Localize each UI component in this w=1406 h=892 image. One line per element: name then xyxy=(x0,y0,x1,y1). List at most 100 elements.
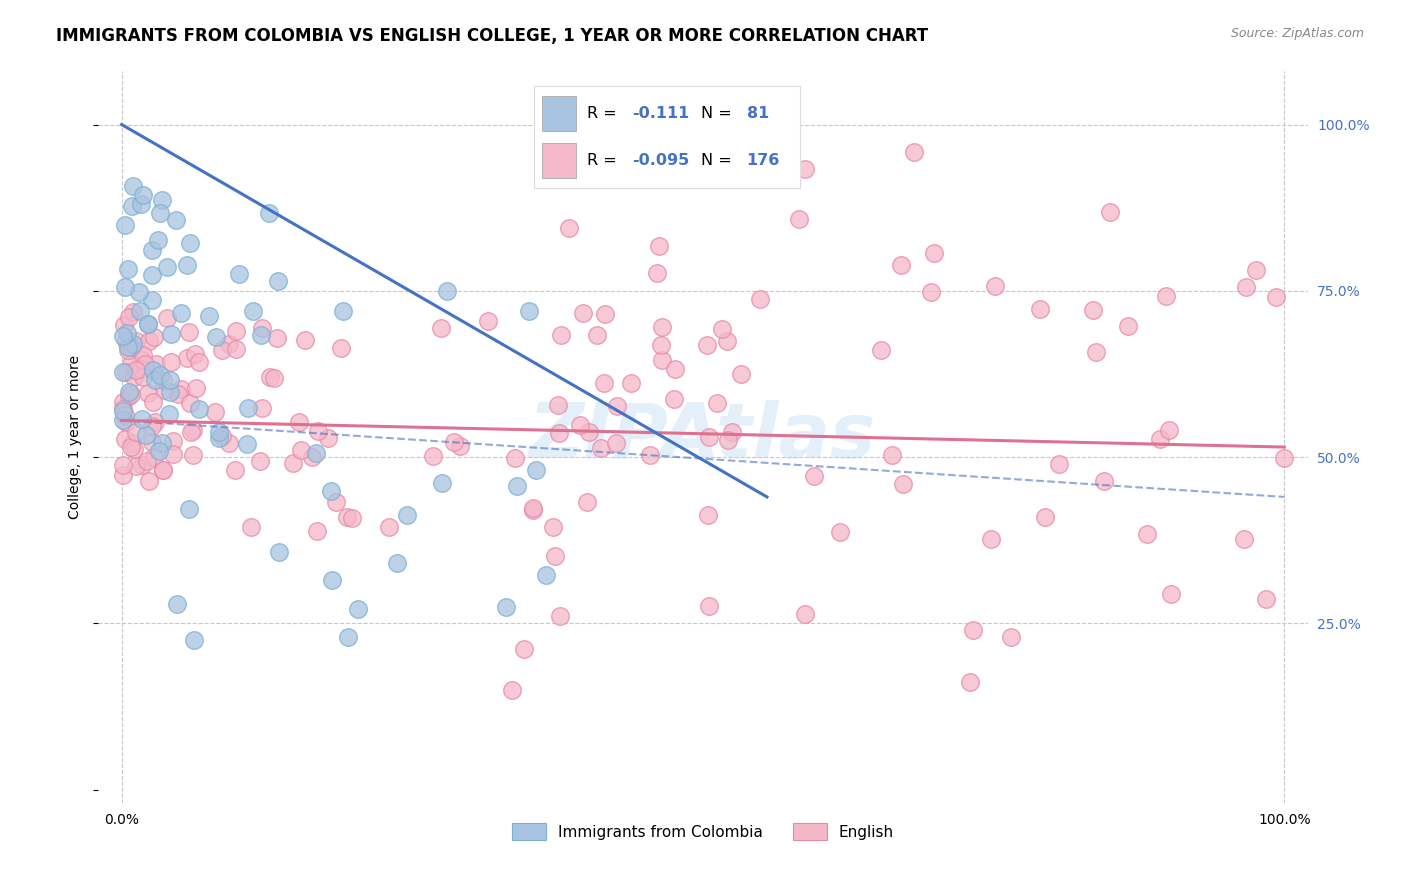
Point xyxy=(319,483,342,498)
Point xyxy=(430,320,453,334)
Point xyxy=(572,306,595,320)
Point xyxy=(166,387,188,401)
Point xyxy=(111,413,134,427)
Point xyxy=(648,238,671,252)
Point xyxy=(830,524,852,539)
Point xyxy=(1116,319,1139,334)
Point xyxy=(152,383,174,397)
Point xyxy=(650,338,672,352)
Point xyxy=(443,435,465,450)
Point xyxy=(330,341,353,355)
Point xyxy=(591,441,613,455)
Point xyxy=(651,319,673,334)
Point xyxy=(159,373,181,387)
Point xyxy=(141,243,163,257)
Point xyxy=(347,602,370,616)
Point xyxy=(121,436,143,450)
Point xyxy=(257,206,280,220)
Point xyxy=(159,384,181,399)
Point xyxy=(118,385,141,400)
Point xyxy=(891,477,914,491)
Point xyxy=(129,304,152,318)
Point xyxy=(647,266,669,280)
Point xyxy=(503,451,526,466)
Point xyxy=(1081,303,1104,318)
Point xyxy=(112,401,135,416)
Point xyxy=(1000,630,1022,644)
Point xyxy=(664,362,686,376)
Point xyxy=(142,363,165,377)
Point xyxy=(111,468,134,483)
Point xyxy=(477,314,499,328)
Point xyxy=(177,502,200,516)
Point xyxy=(638,448,661,462)
Point xyxy=(129,352,152,367)
Point xyxy=(547,398,569,412)
Point xyxy=(890,258,912,272)
Text: ZIPAtlas: ZIPAtlas xyxy=(529,401,877,474)
Point xyxy=(148,444,170,458)
Point xyxy=(179,396,201,410)
Point xyxy=(578,425,600,440)
Point xyxy=(136,317,159,331)
Point xyxy=(208,431,231,445)
Point xyxy=(134,358,156,372)
Point xyxy=(541,520,564,534)
Point xyxy=(188,355,211,369)
Point xyxy=(585,328,607,343)
Point xyxy=(619,376,641,391)
Point xyxy=(321,573,343,587)
Text: Source: ZipAtlas.com: Source: ZipAtlas.com xyxy=(1230,27,1364,40)
Point xyxy=(228,267,250,281)
Point xyxy=(111,395,134,409)
Text: IMMIGRANTS FROM COLOMBIA VS ENGLISH COLLEGE, 1 YEAR OR MORE CORRELATION CHART: IMMIGRANTS FROM COLOMBIA VS ENGLISH COLL… xyxy=(56,27,928,45)
Point xyxy=(962,623,984,637)
Point xyxy=(263,371,285,385)
Point xyxy=(143,450,166,464)
Point xyxy=(152,373,174,387)
Point xyxy=(1254,592,1277,607)
Point xyxy=(143,415,166,429)
Point xyxy=(184,381,207,395)
Point xyxy=(1233,532,1256,546)
Point xyxy=(122,442,145,456)
Point xyxy=(141,419,163,434)
Point xyxy=(259,370,281,384)
Point xyxy=(179,235,201,250)
Point xyxy=(111,365,134,379)
Point xyxy=(568,417,591,432)
Point xyxy=(117,261,139,276)
Point xyxy=(506,479,529,493)
Point xyxy=(696,338,718,352)
Point xyxy=(395,508,418,522)
Point xyxy=(250,401,273,416)
Point xyxy=(294,333,316,347)
Point xyxy=(1098,205,1121,219)
Point xyxy=(112,318,135,332)
Point xyxy=(148,368,170,383)
Point xyxy=(141,434,163,449)
Point xyxy=(803,469,825,483)
Point xyxy=(156,311,179,326)
Point xyxy=(125,334,148,348)
Point xyxy=(129,362,152,376)
Point xyxy=(544,549,567,564)
Point xyxy=(731,161,754,175)
Point xyxy=(266,331,288,345)
Point xyxy=(513,642,536,657)
Point xyxy=(340,511,363,525)
Point xyxy=(959,674,981,689)
Point xyxy=(548,425,571,440)
Point xyxy=(135,427,157,442)
Point xyxy=(318,431,340,445)
Point xyxy=(305,446,328,460)
Point xyxy=(307,424,329,438)
Point xyxy=(526,463,548,477)
Point xyxy=(115,326,138,340)
Point xyxy=(250,328,273,343)
Point xyxy=(181,423,204,437)
Point xyxy=(132,348,155,362)
Point xyxy=(114,433,136,447)
Point xyxy=(697,508,720,522)
Point xyxy=(903,145,925,159)
